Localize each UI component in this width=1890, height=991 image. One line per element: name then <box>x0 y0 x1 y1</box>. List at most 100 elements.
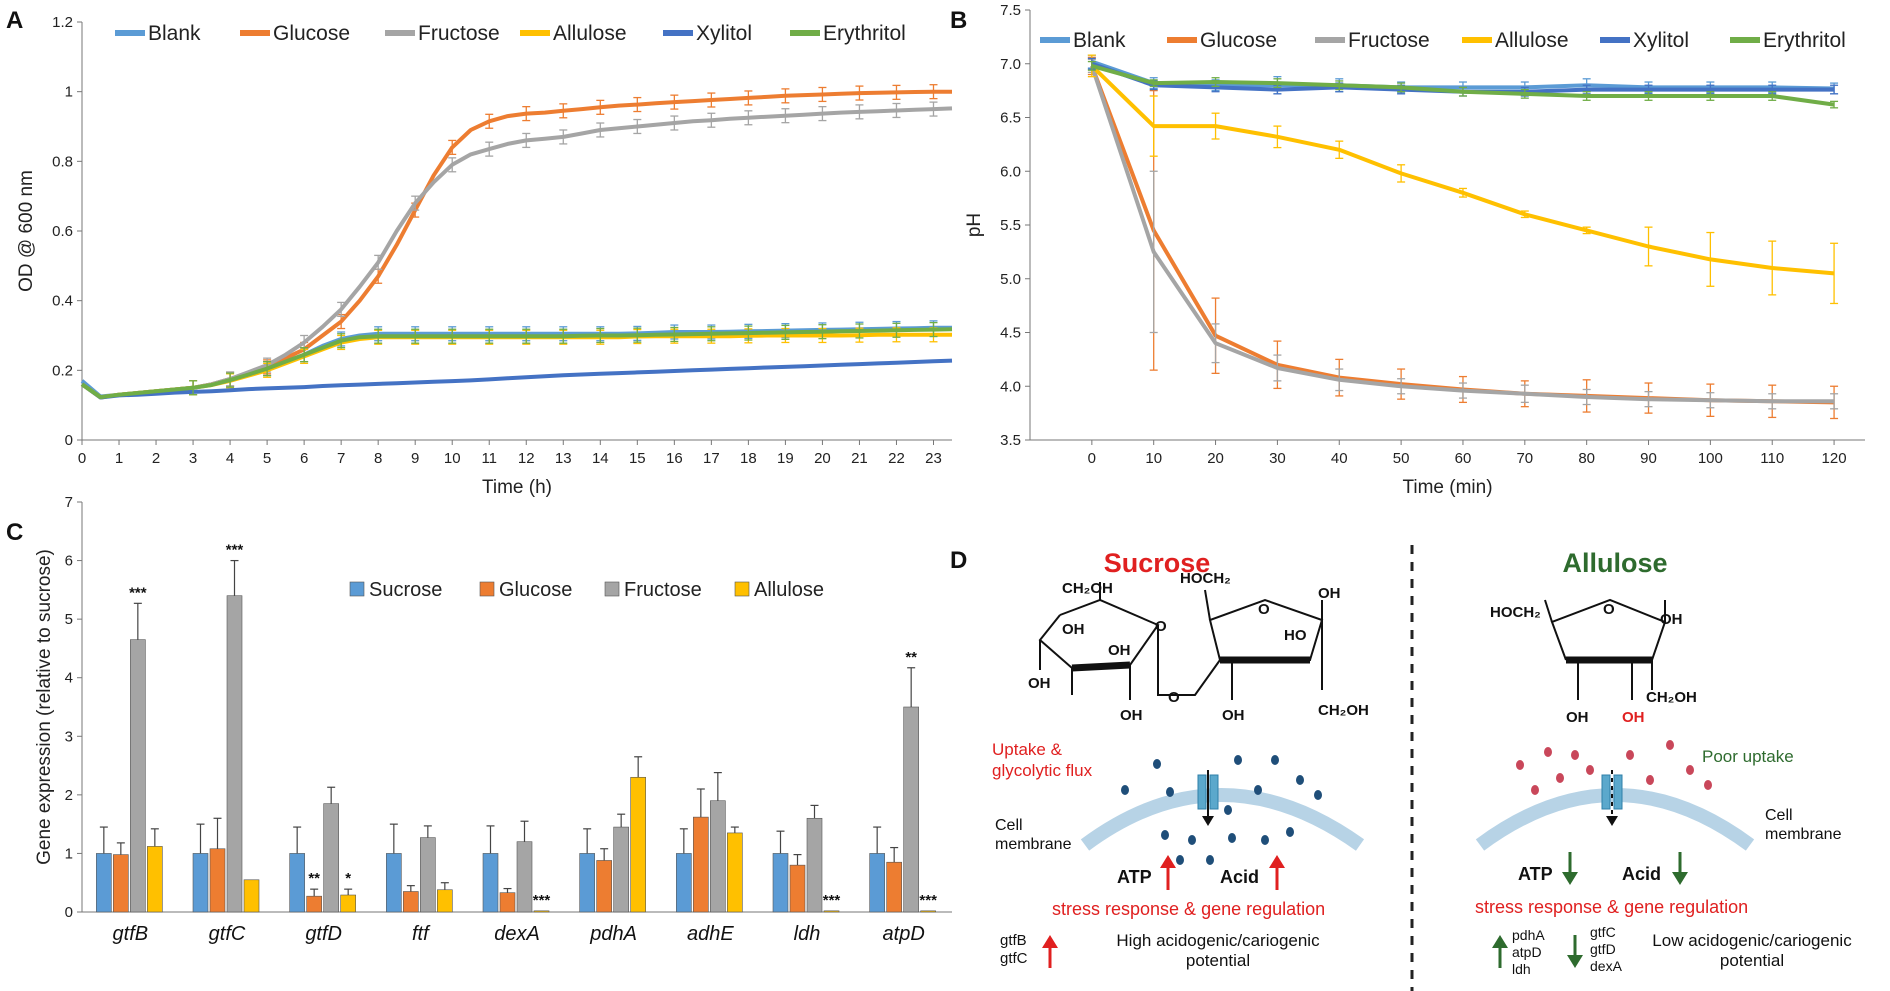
sucrose-membrane-label-1: Cell <box>995 817 1023 834</box>
x-tick-label: 60 <box>1455 450 1472 467</box>
category-label-ftf: ftf <box>412 923 431 945</box>
sucrose-oh-b: OH <box>1108 642 1131 659</box>
sucrose-stress: stress response & gene regulation <box>1052 899 1325 919</box>
allulose-bond-hoch2 <box>1544 599 1553 623</box>
x-tick-label: 11 <box>481 450 497 467</box>
bar-adhE-allulose <box>727 832 743 913</box>
x-tick-label: 17 <box>703 450 720 467</box>
x-tick-label: 120 <box>1822 450 1847 467</box>
x-axis-label: Time (h) <box>482 477 552 498</box>
y-tick-label: 7.5 <box>1000 2 1021 19</box>
x-tick-label: 3 <box>189 450 197 467</box>
allulose-acid: Acid <box>1622 864 1661 884</box>
legend-swatch-glucose <box>479 581 495 597</box>
x-tick-label: 14 <box>592 450 609 467</box>
bar-pdhA-allulose <box>630 776 646 913</box>
category-label-pdhA: pdhA <box>589 923 637 945</box>
y-tick-label: 2 <box>65 787 73 804</box>
series-line-fructose <box>80 106 953 400</box>
x-tick-label: 9 <box>411 450 419 467</box>
bar-pdhA-glucose <box>596 860 612 913</box>
bar-gtfB-sucrose <box>96 853 112 913</box>
bar-atpD-glucose <box>886 861 902 913</box>
x-tick-label: 80 <box>1578 450 1595 467</box>
legend-label-xylitol: Xylitol <box>1633 29 1689 52</box>
x-tick-label: 4 <box>226 450 234 467</box>
bar-adhE-fructose <box>710 800 726 913</box>
bar-gtfB-glucose <box>113 854 129 913</box>
significance-gtfB-fructose: *** <box>129 584 147 601</box>
legend-label-sucrose: Sucrose <box>369 579 442 601</box>
x-tick-label: 8 <box>374 450 382 467</box>
y-tick-label: 6.0 <box>1000 163 1021 180</box>
legend-label-glucose: Glucose <box>1200 29 1277 52</box>
bar-pdhA-fructose <box>613 826 629 913</box>
sucrose-o-ring2: O <box>1258 601 1270 618</box>
allulose-transporter-left <box>1601 774 1611 810</box>
allulose-transport-arrowhead <box>1606 816 1618 826</box>
bar-adhE-glucose <box>693 816 709 913</box>
y-tick-label: 7 <box>65 494 73 511</box>
bar-ldh-sucrose <box>772 853 789 913</box>
sucrose-oh-d: OH <box>1120 707 1143 724</box>
category-label-ldh: ldh <box>794 923 821 945</box>
chart-c-gene-expression: 0 1 2 3 4 5 6 7 Gene expression (relative to suc… <box>34 494 952 945</box>
glycosidic-link <box>1157 625 1221 696</box>
allulose-gene-down-2: gtfD <box>1590 941 1616 957</box>
sucrose-genes-up-arrow <box>1042 935 1058 968</box>
sucrose-transport-arrowhead <box>1202 816 1214 826</box>
sucrose-dots <box>1121 755 1322 865</box>
sucrose-oh-e: OH <box>1318 585 1341 602</box>
x-tick-label: 16 <box>666 450 683 467</box>
y-axis-label: OD @ 600 nm <box>16 170 37 292</box>
y-tick-label: 6 <box>65 553 73 570</box>
legend-label-fructose: Fructose <box>1348 29 1430 52</box>
x-tick-label: 21 <box>851 450 868 467</box>
allulose-oh-bottom-left: OH <box>1566 709 1589 726</box>
allulose-membrane-label-2: membrane <box>1765 826 1842 843</box>
x-tick-label: 20 <box>1207 450 1224 467</box>
allulose-structure <box>1544 598 1667 700</box>
legend-label-allulose: Allulose <box>754 579 824 601</box>
sucrose-oh-f: OH <box>1222 707 1245 724</box>
chart-a-od600: 00.20.40.60.811.20 1 2 3 4 5 6 7 8 9 10 11 12 13 14 15 1… <box>16 14 953 498</box>
bar-gtfD-glucose <box>306 895 322 913</box>
x-tick-label: 40 <box>1331 450 1348 467</box>
allulose-oh-top: OH <box>1660 611 1683 628</box>
sucrose-uptake-2: glycolytic flux <box>992 761 1093 780</box>
allulose-gene-up-1: pdhA <box>1512 927 1545 943</box>
legend-label-fructose: Fructose <box>418 22 500 45</box>
allulose-oh-red: OH <box>1622 709 1645 726</box>
x-axis-label: Time (min) <box>1402 477 1492 498</box>
significance-atpD-fructose: ** <box>905 649 917 666</box>
x-tick-label: 10 <box>444 450 461 467</box>
bar-ftf-fructose <box>420 837 436 913</box>
x-tick-label: 100 <box>1698 450 1723 467</box>
sucrose-ch2oh-right: CH₂OH <box>1318 702 1369 719</box>
sucrose-transporter-right <box>1209 774 1219 810</box>
sucrose-gene-2: gtfC <box>1000 950 1028 967</box>
sucrose-potential-1: High acidogenic/cariogenic <box>1116 931 1320 950</box>
sucrose-ho: HO <box>1284 627 1307 644</box>
bar-gtfD-sucrose <box>289 853 305 913</box>
x-tick-label: 1 <box>115 450 123 467</box>
legend-swatch-fructose <box>604 581 620 597</box>
x-tick-label: 15 <box>629 450 646 467</box>
legend-label-blank: Blank <box>148 22 201 45</box>
panel-label-c: C <box>6 519 23 546</box>
significance-ldh-allulose: *** <box>823 892 841 909</box>
significance-gtfD-glucose: ** <box>308 870 320 887</box>
sucrose-acid-up-arrow <box>1269 855 1285 890</box>
bar-atpD-allulose <box>920 910 936 913</box>
diagram-d: Sucrose CH₂OH O OH OH OH OH O HOCH₂ O OH <box>992 545 1852 991</box>
x-tick-label: 50 <box>1393 450 1410 467</box>
y-tick-label: 3.5 <box>1000 432 1021 449</box>
allulose-atp: ATP <box>1518 864 1553 884</box>
sucrose-oh-a: OH <box>1062 621 1085 638</box>
glucose-ring-bold <box>1071 661 1131 672</box>
series-line-erythritol <box>80 327 953 400</box>
y-tick-label: 1 <box>65 845 73 862</box>
allulose-genes-up-arrow <box>1492 935 1508 968</box>
sucrose-membrane <box>1080 788 1365 851</box>
sucrose-title: Sucrose <box>1104 548 1211 578</box>
